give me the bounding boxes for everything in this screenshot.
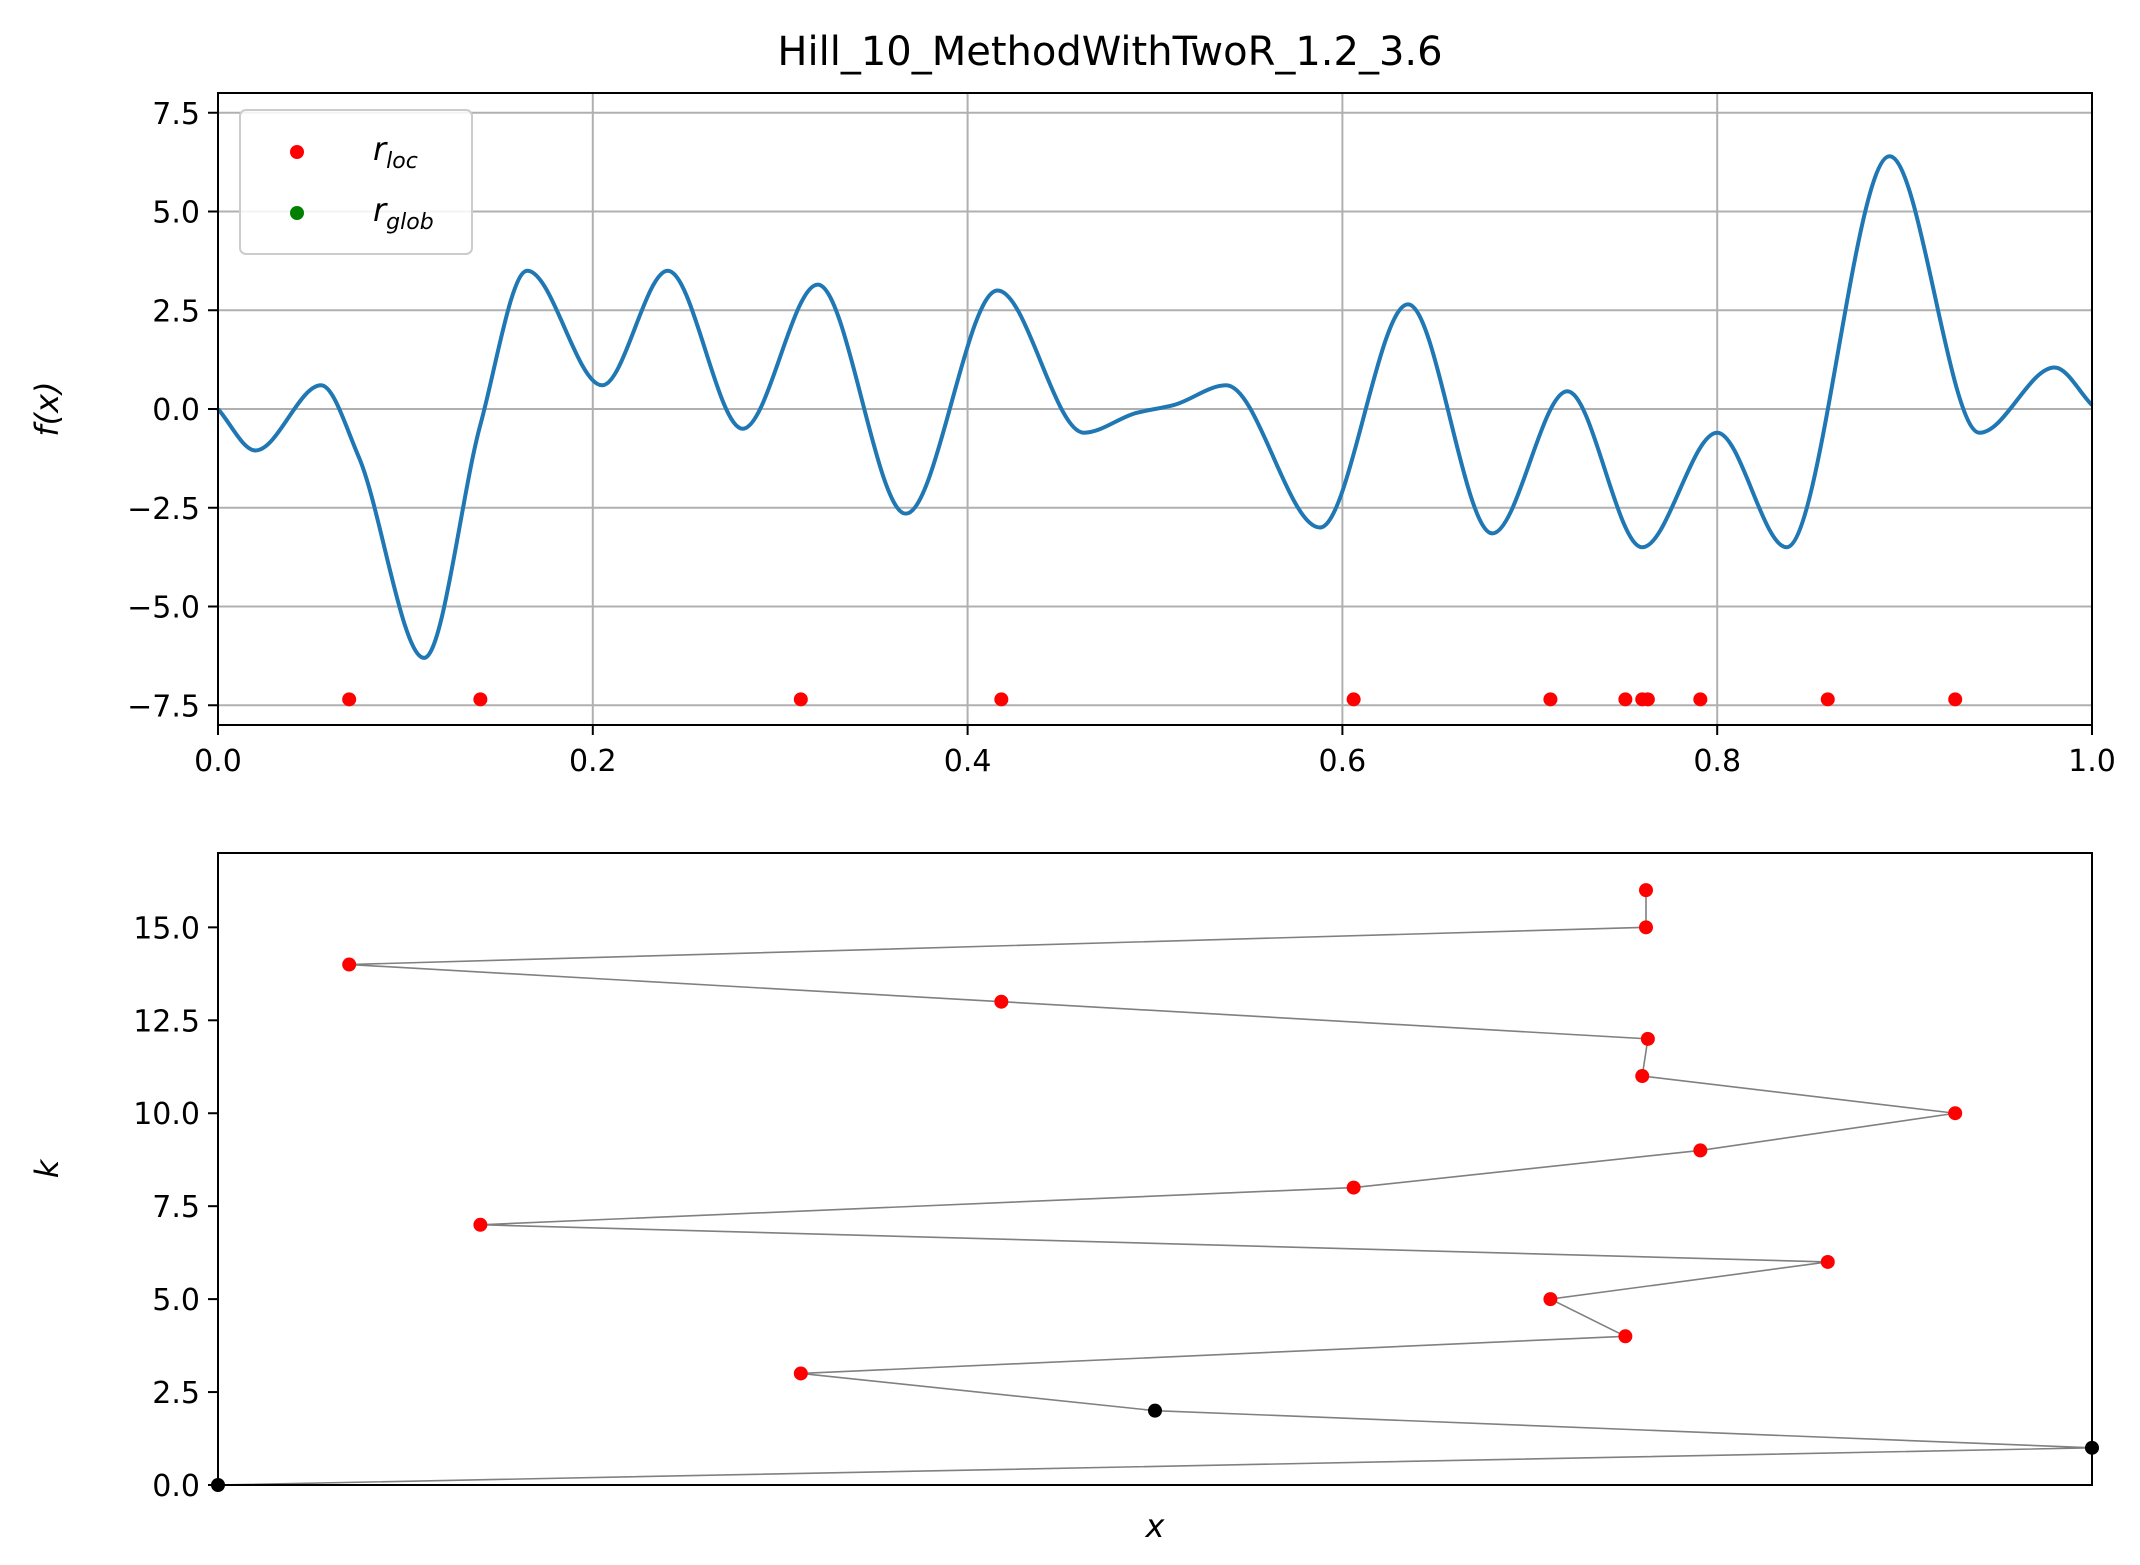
- trial-point: [1346, 1180, 1361, 1195]
- r-loc-point: [1543, 692, 1558, 707]
- trial-point: [1640, 1031, 1655, 1046]
- r-loc-point: [793, 692, 808, 707]
- bottom-y-tick-label: 12.5: [133, 1004, 200, 1039]
- bottom-y-tick-label: 0.0: [152, 1469, 200, 1504]
- trial-point: [1635, 1069, 1650, 1084]
- top-y-tick-label: −2.5: [127, 492, 200, 527]
- bottom-y-tick-label: 2.5: [152, 1376, 200, 1411]
- bottom-y-tick-label: 7.5: [152, 1190, 200, 1225]
- top-y-tick-label: 2.5: [152, 294, 200, 329]
- r-loc-point: [1640, 692, 1655, 707]
- top-y-tick-label: −7.5: [127, 689, 200, 724]
- legend-label-r-glob: rglob: [373, 191, 434, 235]
- top-x-ticks: 0.0 0.2 0.4 0.6 0.8 1.0: [194, 725, 2116, 779]
- top-y-tick-label: 7.5: [152, 97, 200, 132]
- trial-point: [793, 1366, 808, 1381]
- r-loc-point: [1693, 692, 1708, 707]
- trial-point: [1693, 1143, 1708, 1158]
- top-x-tick-label: 0.0: [194, 744, 242, 779]
- trial-point: [1948, 1106, 1963, 1121]
- top-x-tick-label: 0.6: [1319, 744, 1367, 779]
- top-y-tick-label: 5.0: [152, 196, 200, 231]
- chart-title: Hill_10_MethodWithTwoR_1.2_3.6: [777, 29, 1442, 75]
- r-loc-point: [473, 692, 488, 707]
- f-curve: [216, 154, 2094, 660]
- bottom-axes: [217, 852, 2093, 1486]
- top-rloc-points: [342, 692, 1963, 707]
- top-x-tick-label: 0.2: [569, 744, 617, 779]
- trial-point: [1820, 1254, 1835, 1269]
- bottom-y-ticks: 0.0 2.5 5.0 7.5 10.0 12.5 15.0: [133, 911, 218, 1504]
- top-y-axis-label: f(x): [28, 381, 66, 436]
- r-loc-point: [1948, 692, 1963, 707]
- trial-point: [342, 957, 357, 972]
- r-loc-point: [1618, 692, 1633, 707]
- trial-point: [1618, 1329, 1633, 1344]
- legend-marker-r-loc: [290, 145, 304, 159]
- r-loc-point: [1346, 692, 1361, 707]
- r-loc-point: [1820, 692, 1835, 707]
- trial-point: [473, 1217, 488, 1232]
- top-x-tick-label: 1.0: [2068, 744, 2116, 779]
- legend-marker-r-glob: [290, 206, 304, 220]
- bottom-y-tick-label: 10.0: [133, 1097, 200, 1132]
- top-y-tick-label: −5.0: [127, 591, 200, 626]
- trial-point: [1638, 920, 1653, 935]
- top-x-tick-label: 0.8: [1693, 744, 1741, 779]
- top-x-tick-label: 0.4: [944, 744, 992, 779]
- r-loc-point: [994, 692, 1009, 707]
- top-y-tick-label: 0.0: [152, 393, 200, 428]
- bottom-y-tick-label: 15.0: [133, 911, 200, 946]
- trial-point: [1638, 883, 1653, 898]
- legend-label-r-loc: rloc: [373, 130, 418, 174]
- bottom-y-axis-label: k: [28, 1158, 66, 1178]
- trial-point: [1543, 1292, 1558, 1307]
- top-y-ticks: −7.5 −5.0 −2.5 0.0 2.5 5.0 7.5: [127, 97, 218, 724]
- legend: rloc rglob: [239, 109, 473, 255]
- bottom-x-axis-label: x: [1145, 1507, 1166, 1545]
- bottom-points: [211, 883, 2099, 1492]
- bottom-y-tick-label: 5.0: [152, 1283, 200, 1318]
- trial-point: [994, 994, 1009, 1009]
- trial-point: [1148, 1403, 1162, 1418]
- r-loc-point: [342, 692, 357, 707]
- top-curve: [216, 154, 2094, 660]
